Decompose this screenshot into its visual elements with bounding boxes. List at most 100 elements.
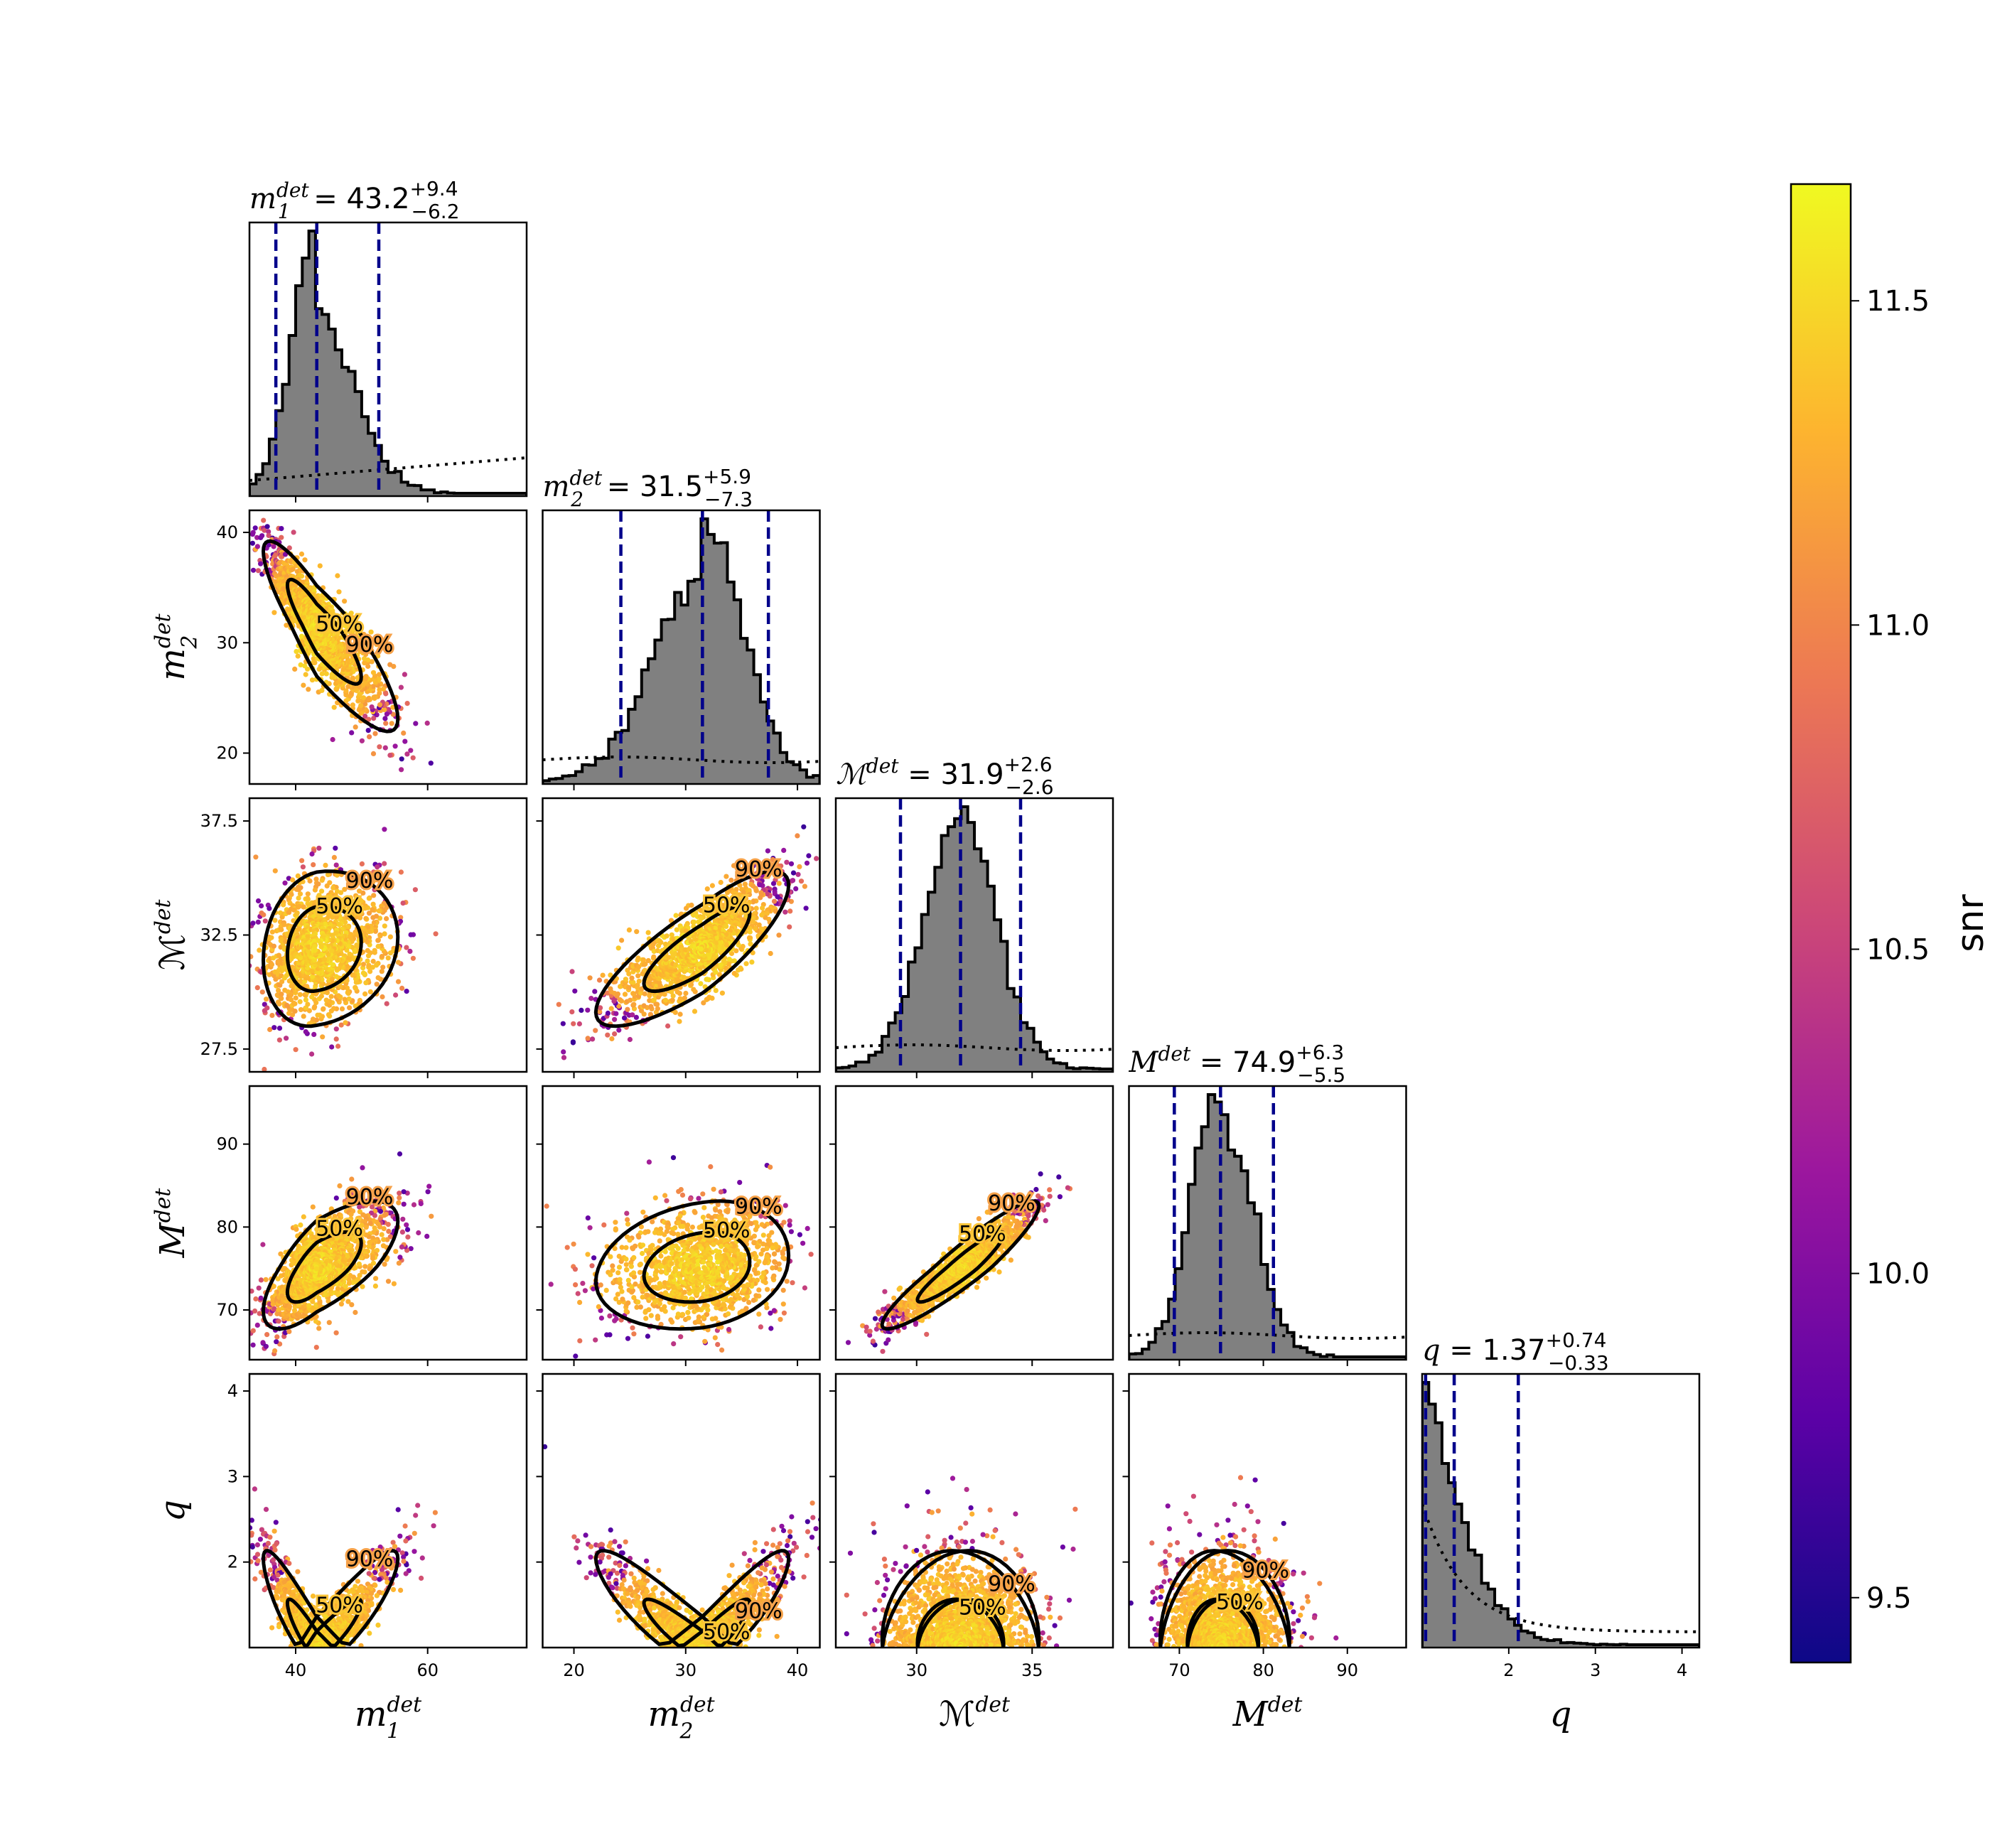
scatter-point: [315, 1012, 321, 1018]
scatter-point: [379, 1232, 384, 1237]
scatter-point: [377, 744, 382, 750]
scatter-point: [347, 1005, 353, 1011]
scatter-point: [775, 894, 780, 900]
scatter-point: [389, 721, 394, 726]
scatter-point: [271, 943, 276, 949]
scatter-point: [298, 551, 305, 557]
scatter-point: [596, 977, 603, 983]
scatter-point: [370, 915, 376, 920]
scatter-point: [608, 986, 613, 992]
scatter-point: [388, 1196, 394, 1202]
scatter-point: [408, 1246, 414, 1252]
scatter-point: [367, 989, 373, 994]
scatter-point: [360, 970, 366, 976]
scatter-point: [335, 993, 341, 999]
scatter-point: [370, 670, 377, 675]
scatter-point: [380, 878, 387, 883]
histogram-m2: [542, 510, 820, 784]
scatter-point: [363, 980, 369, 986]
scatter-point: [301, 682, 306, 688]
scatter-point: [642, 961, 648, 967]
scatter-point: [329, 1044, 335, 1050]
scatter-point: [250, 1328, 256, 1333]
scatter-point: [691, 987, 696, 992]
scatter-point: [375, 975, 381, 981]
scatter-point: [350, 901, 356, 907]
scatter-point: [362, 906, 368, 911]
scatter-point: [286, 1304, 292, 1309]
scatter-point: [262, 1001, 267, 1007]
scatter-point: [397, 1191, 402, 1196]
scatter-point: [300, 864, 306, 870]
scatter-point: [311, 1031, 317, 1037]
scatter-point: [272, 868, 278, 874]
scatter-point: [655, 1006, 661, 1011]
scatter-point: [380, 1243, 387, 1249]
scatter-point: [587, 975, 593, 981]
scatter-point: [402, 738, 408, 744]
scatter-point: [301, 1014, 306, 1019]
scatter-point: [698, 981, 704, 987]
scatter-point: [338, 1022, 344, 1028]
scatter-point: [398, 869, 404, 875]
scatter-point: [765, 848, 770, 854]
scatter-point: [709, 883, 716, 888]
scatter-point: [387, 753, 393, 758]
scatter-point: [380, 965, 386, 970]
scatter-point: [635, 982, 640, 988]
scatter-point: [385, 955, 391, 961]
scatter-point: [399, 985, 405, 991]
scatter-point: [369, 704, 375, 710]
scatter-point: [673, 913, 679, 918]
scatter-point: [622, 1015, 628, 1021]
scatter-point: [383, 721, 389, 726]
scatter-point: [331, 1006, 337, 1011]
scatter-point: [576, 1021, 583, 1027]
scatter-point: [360, 962, 366, 967]
scatter-point: [629, 975, 635, 981]
scatter-point: [386, 1228, 392, 1234]
scatter-point: [399, 1229, 406, 1235]
scatter-point: [633, 1014, 640, 1020]
scatter-point: [396, 1200, 402, 1205]
scatter-point: [344, 985, 350, 991]
scatter-point: [255, 898, 262, 904]
scatter-point: [366, 962, 372, 968]
contour-50: [642, 904, 752, 994]
scatter-point: [369, 659, 375, 665]
scatter-point: [333, 974, 339, 979]
scatter-point: [371, 869, 377, 875]
scatter-point: [377, 933, 383, 939]
scatter-point: [377, 1224, 383, 1230]
scatter-point: [242, 1350, 247, 1355]
scatter-point: [662, 997, 669, 1003]
scatter-point: [286, 910, 292, 915]
scatter-points: 50%90%: [249, 510, 434, 773]
histogram-edge: [249, 230, 527, 496]
scatter-point: [323, 671, 329, 677]
scatter-point: [375, 943, 381, 950]
scatter-point: [798, 879, 805, 884]
scatter-point: [276, 1306, 281, 1313]
scatter-point: [335, 1043, 341, 1049]
scatter-point: [411, 1202, 417, 1208]
scatter-point: [560, 1021, 566, 1026]
scatter-point: [645, 930, 651, 935]
scatter-point: [387, 934, 394, 940]
scatter-point: [357, 1272, 362, 1278]
scatter-point: [705, 906, 711, 912]
y-axis-label-m2: mdet2: [151, 613, 202, 680]
scatter-point: [370, 907, 375, 913]
scatter-point: [317, 563, 323, 569]
scatter-point: [396, 1260, 402, 1266]
scatter-point: [404, 1222, 409, 1227]
scatter-point: [424, 1233, 430, 1239]
panel-frame: [248, 797, 528, 1073]
scatter-point: [381, 1237, 387, 1242]
scatter-point: [648, 1004, 654, 1009]
scatter-point: [741, 896, 747, 901]
scatter-point: [353, 1003, 358, 1009]
scatter-point: [288, 996, 294, 1003]
scatter-point: [348, 1211, 354, 1217]
scatter-point: [570, 1039, 576, 1045]
